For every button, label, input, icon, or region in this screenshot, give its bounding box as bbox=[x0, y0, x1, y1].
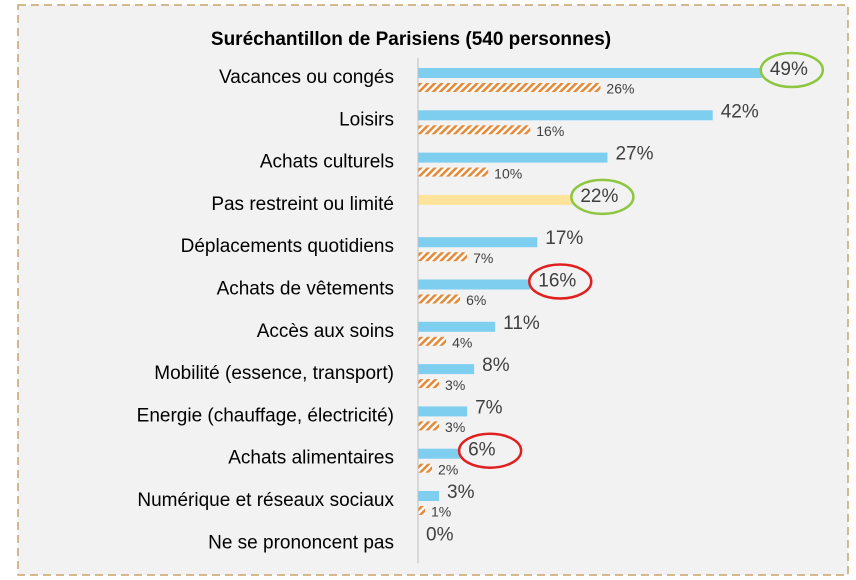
bar bbox=[418, 336, 447, 346]
bar bbox=[418, 279, 531, 290]
bar bbox=[418, 491, 440, 501]
bar bbox=[418, 463, 433, 473]
bar bbox=[418, 421, 440, 431]
category-label: Accès aux soins bbox=[257, 321, 394, 342]
bar bbox=[418, 321, 496, 332]
value-label: 17% bbox=[545, 228, 583, 249]
value-label: 49% bbox=[770, 59, 808, 80]
bar bbox=[418, 448, 461, 459]
chart-title: Suréchantillon de Parisiens (540 personn… bbox=[211, 29, 611, 50]
value-label: 7% bbox=[473, 250, 493, 266]
bar bbox=[418, 83, 601, 92]
bar bbox=[418, 294, 461, 304]
value-label: 3% bbox=[445, 377, 465, 393]
category-label: Mobilité (essence, transport) bbox=[154, 363, 394, 384]
category-label: Loisirs bbox=[339, 109, 394, 130]
bar bbox=[418, 167, 489, 177]
category-label: Achats de vêtements bbox=[217, 279, 394, 300]
value-label: 11% bbox=[503, 313, 540, 334]
highlight-circle bbox=[457, 432, 523, 469]
category-label: Achats culturels bbox=[260, 152, 394, 173]
bar bbox=[418, 506, 426, 515]
value-label: 4% bbox=[452, 335, 472, 351]
value-label: 27% bbox=[615, 144, 653, 165]
bar bbox=[418, 152, 608, 163]
value-label: 22% bbox=[580, 186, 618, 207]
value-label: 10% bbox=[494, 165, 522, 181]
bar bbox=[418, 68, 762, 78]
highlight-circle bbox=[528, 263, 593, 300]
value-label: 16% bbox=[538, 271, 576, 292]
value-label: 3% bbox=[445, 419, 465, 435]
category-label: Vacances ou congés bbox=[219, 67, 394, 88]
bar bbox=[418, 125, 531, 135]
category-label: Pas restreint ou limité bbox=[211, 194, 394, 215]
bar bbox=[418, 237, 538, 248]
category-label: Déplacements quotidiens bbox=[181, 236, 394, 257]
category-label: Energie (chauffage, électricité) bbox=[137, 405, 394, 426]
bar bbox=[418, 379, 440, 389]
value-label: 8% bbox=[482, 355, 510, 376]
value-label: 26% bbox=[606, 81, 634, 97]
value-label: 0% bbox=[426, 524, 454, 545]
bar bbox=[418, 406, 468, 417]
value-label: 6% bbox=[468, 440, 496, 461]
category-label: Achats alimentaires bbox=[228, 448, 394, 469]
category-label: Ne se prononcent pas bbox=[208, 532, 394, 553]
bar bbox=[418, 252, 468, 262]
value-label: 2% bbox=[438, 461, 458, 477]
bar bbox=[418, 110, 713, 121]
highlight-circle bbox=[759, 51, 825, 89]
value-label: 7% bbox=[475, 397, 503, 418]
value-label: 16% bbox=[536, 123, 564, 139]
value-label: 42% bbox=[721, 101, 759, 122]
value-label: 3% bbox=[447, 482, 475, 503]
bar bbox=[418, 364, 475, 375]
highlight-circle bbox=[570, 178, 635, 216]
value-label: 1% bbox=[431, 504, 451, 520]
bar bbox=[418, 194, 573, 205]
frame bbox=[17, 4, 849, 576]
category-label: Numérique et réseaux sociaux bbox=[137, 490, 394, 511]
value-label: 6% bbox=[466, 292, 486, 308]
